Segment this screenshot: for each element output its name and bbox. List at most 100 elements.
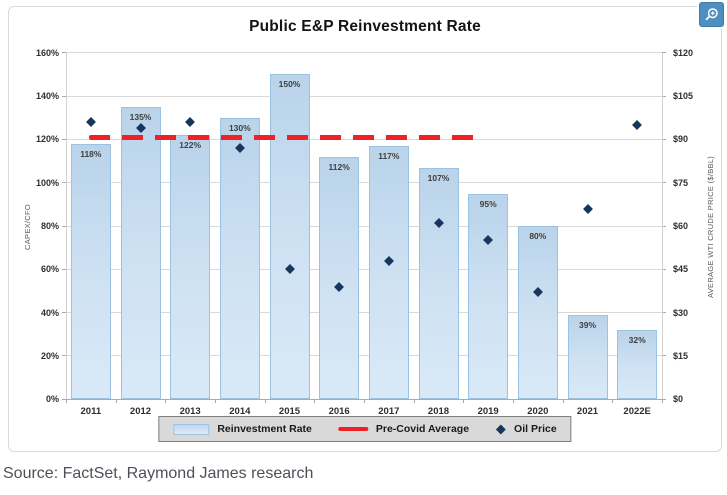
zoom-in-button[interactable] xyxy=(699,2,724,27)
bar-value-label: 118% xyxy=(80,148,102,159)
y-axis-tick xyxy=(662,355,666,357)
x-axis-tick xyxy=(562,399,564,404)
y-axis-label-right: $30 xyxy=(673,307,689,318)
y-axis-label-right: $0 xyxy=(673,394,684,405)
x-axis-label: 2019 xyxy=(477,406,499,418)
bar-2011 xyxy=(70,143,111,400)
y-axis-label-right: $15 xyxy=(673,350,689,361)
x-axis-label: 2020 xyxy=(527,406,549,418)
gridline xyxy=(66,225,662,227)
x-axis-label: 2014 xyxy=(229,406,251,418)
y-axis-tick xyxy=(662,95,666,97)
y-axis-tick xyxy=(662,52,666,54)
bar-value-label: 32% xyxy=(628,334,646,345)
legend-item: Reinvestment Rate xyxy=(173,423,312,435)
y-axis-label-right: $45 xyxy=(673,264,689,275)
y-axis-label-right: $120 xyxy=(673,47,694,58)
x-axis-tick xyxy=(612,399,614,404)
y-axis-label-left: 0% xyxy=(45,394,59,405)
legend-label: Oil Price xyxy=(514,423,557,435)
bar-2021 xyxy=(567,314,608,400)
bar-2019 xyxy=(468,193,509,400)
magnifier-plus-icon xyxy=(703,6,720,23)
chart-title: Public E&P Reinvestment Rate xyxy=(249,18,481,35)
x-axis-tick xyxy=(463,399,465,404)
legend-label: Reinvestment Rate xyxy=(217,423,312,435)
y-axis-label-left: 60% xyxy=(40,264,59,275)
bar-2016 xyxy=(319,156,360,400)
bar-2018 xyxy=(418,167,459,400)
x-axis-label: 2012 xyxy=(129,406,152,418)
x-axis-tick xyxy=(115,399,117,404)
x-axis-tick xyxy=(662,399,663,404)
x-axis-label: 2016 xyxy=(328,406,350,418)
y-axis-tick xyxy=(662,268,666,270)
bar-value-label: 112% xyxy=(328,161,350,172)
y-axis-label-left: 20% xyxy=(40,350,59,361)
x-axis-tick xyxy=(215,399,216,404)
gridline xyxy=(66,355,662,357)
y-axis-label-left: 140% xyxy=(35,91,59,102)
y-axis-tick xyxy=(662,225,666,227)
x-axis-label: 2011 xyxy=(80,406,102,418)
y-axis-tick xyxy=(62,182,66,184)
x-axis-tick xyxy=(364,399,365,404)
y-axis-tick xyxy=(662,138,666,140)
bar-2015 xyxy=(269,74,310,400)
oil-price-point-2011 xyxy=(85,117,96,127)
y-axis-tick xyxy=(62,225,66,227)
x-axis-label: 2017 xyxy=(378,406,400,418)
x-axis-tick xyxy=(413,399,415,404)
bar-value-label: 130% xyxy=(228,122,251,133)
y-axis-line-right xyxy=(662,52,663,400)
y-axis-label-left: 120% xyxy=(35,134,59,145)
y-axis-tick xyxy=(62,398,66,400)
y-axis-tick xyxy=(62,268,66,270)
gridline xyxy=(66,182,662,184)
x-axis-tick xyxy=(314,399,316,404)
legend-item: Pre-Covid Average xyxy=(337,423,470,435)
legend-swatch-line xyxy=(337,427,368,431)
y-axis-label-right: $90 xyxy=(673,134,689,145)
legend-label: Pre-Covid Average xyxy=(375,423,470,435)
y-axis-label-right: $75 xyxy=(673,177,689,188)
oil-price-point-2021 xyxy=(582,203,593,214)
bar-2012 xyxy=(120,106,161,400)
x-axis-label: 2021 xyxy=(576,406,599,418)
x-axis-tick xyxy=(165,399,167,404)
bar-2022E xyxy=(617,329,658,400)
x-axis-label: 2018 xyxy=(427,406,450,418)
legend-swatch-bar xyxy=(173,423,210,435)
gridline xyxy=(66,268,662,270)
bar-value-label: 95% xyxy=(479,198,497,209)
y-axis-label-left: 80% xyxy=(40,221,59,231)
bar-2014 xyxy=(219,117,260,400)
y-axis-tick xyxy=(62,95,66,97)
bar-value-label: 80% xyxy=(529,231,547,241)
y-axis-tick xyxy=(62,355,66,357)
oil-price-point-2013 xyxy=(185,117,196,127)
bar-value-label: 107% xyxy=(427,172,450,183)
gridline xyxy=(66,312,662,314)
y-axis-label-left: 100% xyxy=(35,177,59,188)
y-axis-tick xyxy=(62,312,66,314)
y-axis-tick xyxy=(62,138,66,140)
chart-card: Public E&P Reinvestment Rate CAPEX/CFO A… xyxy=(8,6,722,452)
bar-value-label: 117% xyxy=(378,150,400,161)
y-axis-tick xyxy=(662,182,666,184)
gridline xyxy=(66,52,662,54)
bar-2020 xyxy=(517,226,558,400)
x-axis-label: 2022E xyxy=(623,406,651,418)
x-axis-label: 2015 xyxy=(278,406,301,418)
x-axis-tick xyxy=(264,399,266,404)
y-axis-label-left: 40% xyxy=(40,307,59,318)
legend-swatch-diamond xyxy=(495,424,506,434)
y-axis-label-right: $105 xyxy=(673,91,694,102)
bar-value-label: 122% xyxy=(179,140,202,151)
y-axis-label-right: $60 xyxy=(673,221,689,231)
oil-price-point-2022E xyxy=(632,119,643,130)
legend-item: Oil Price xyxy=(495,423,557,435)
gridline xyxy=(66,95,662,97)
x-axis-tick xyxy=(513,399,514,404)
